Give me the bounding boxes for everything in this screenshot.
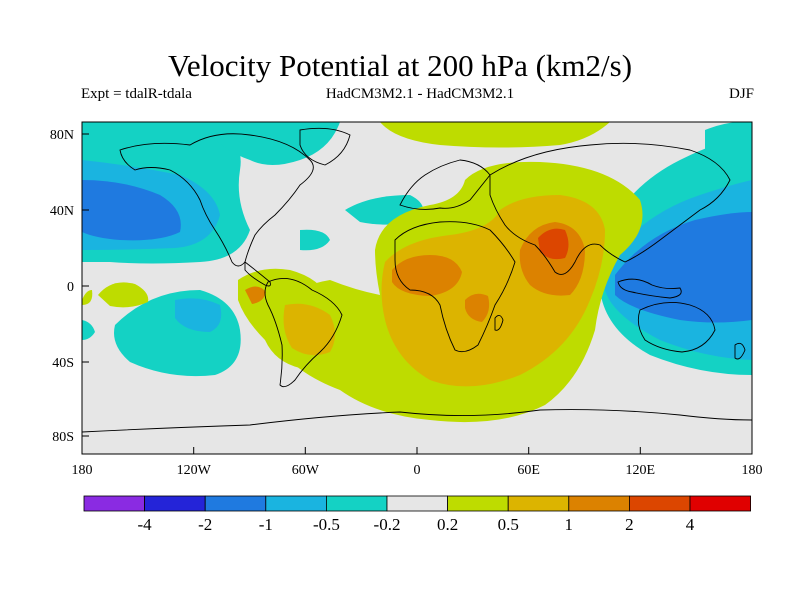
contour-arabia-extreme	[538, 228, 569, 260]
coastline-africa	[394, 221, 516, 353]
contour-indian-ocean-strong	[519, 222, 585, 296]
colorbar-swatch-6	[447, 495, 509, 512]
coastline-asia	[489, 142, 731, 275]
contour-east-africa-strong	[465, 293, 490, 322]
colorbar: -4 -2 -1 -0.5 -0.2 0.2 0.5 1 2 4	[83, 495, 751, 534]
models-label: HadCM3M2.1 - HadCM3M2.1	[325, 86, 515, 102]
contour-dateline-weak	[82, 290, 93, 305]
contour-central-pacific-weak	[98, 282, 149, 308]
coastline-south-america	[264, 277, 343, 388]
contour-dateline-west	[82, 320, 95, 340]
season-label: DJF	[728, 86, 754, 102]
coastline-central-america	[244, 261, 271, 287]
coastline-madagascar	[494, 315, 504, 331]
contour-brazil-strong	[245, 286, 266, 304]
colorbar-swatch-3	[265, 495, 327, 512]
colorbar-swatch-1	[144, 495, 206, 512]
map-title: Velocity Potential at 200 hPa (km2/s)	[167, 48, 633, 83]
positive-contours-extreme	[538, 228, 569, 260]
contour-field	[82, 122, 752, 433]
colorbar-swatch-10	[689, 495, 751, 512]
lat-axis: 80N 40N 0 40S 80S	[50, 128, 89, 445]
colorbar-swatch-2	[204, 495, 267, 512]
colorbar-swatch-5	[386, 495, 448, 512]
lat-label-40n: 40N	[50, 204, 74, 219]
lon-axis: 180 120W 60W 0 60E 120E 180	[72, 447, 763, 478]
lat-label-80s: 80S	[52, 430, 74, 445]
coastline-australia	[637, 301, 716, 353]
colorbar-swatch-4	[325, 495, 388, 512]
colorbar-label-0: -4	[138, 515, 153, 534]
colorbar-label-1: -2	[198, 515, 212, 534]
lon-label-60w: 60W	[292, 463, 320, 478]
contour-caribbean	[300, 229, 330, 251]
positive-contours-strong	[245, 222, 585, 322]
colorbar-label-7: 1	[565, 515, 574, 534]
lat-label-40s: 40S	[52, 356, 74, 371]
lon-label-180w: 180	[72, 463, 93, 478]
contour-west-africa-strong	[392, 255, 462, 296]
lat-label-80n: 80N	[50, 128, 74, 143]
coastline-north-america	[119, 133, 314, 267]
colorbar-label-4: -0.2	[374, 515, 401, 534]
lon-label-60e: 60E	[517, 463, 540, 478]
colorbar-swatch-8	[568, 495, 630, 512]
colorbar-swatch-7	[507, 495, 570, 512]
colorbar-swatch-9	[629, 495, 691, 512]
coastline-new-zealand	[734, 342, 746, 360]
colorbar-label-6: 0.5	[498, 515, 519, 534]
colorbar-label-3: -0.5	[313, 515, 340, 534]
lon-label-120e: 120E	[626, 463, 656, 478]
colorbar-label-8: 2	[625, 515, 634, 534]
lon-label-120w: 120W	[177, 463, 212, 478]
colorbar-swatch-0	[83, 495, 145, 512]
contour-npac-strong	[82, 180, 181, 241]
coastlines	[82, 127, 752, 433]
coastline-maritime	[617, 278, 682, 299]
colorbar-label-9: 4	[686, 515, 695, 534]
colorbar-label-5: 0.2	[437, 515, 458, 534]
experiment-label: Expt = tdalR-tdala	[81, 86, 192, 102]
lat-label-0: 0	[67, 280, 74, 295]
coastline-antarctica	[82, 409, 752, 433]
lon-label-180e: 180	[742, 463, 763, 478]
colorbar-label-2: -1	[259, 515, 273, 534]
coastline-greenland	[299, 127, 351, 166]
contour-spac-mid	[175, 298, 222, 332]
lon-label-0: 0	[414, 463, 421, 478]
contour-south-america-mid	[283, 303, 335, 356]
contour-asia-north	[705, 122, 752, 170]
contour-arctic-weak	[380, 122, 610, 148]
